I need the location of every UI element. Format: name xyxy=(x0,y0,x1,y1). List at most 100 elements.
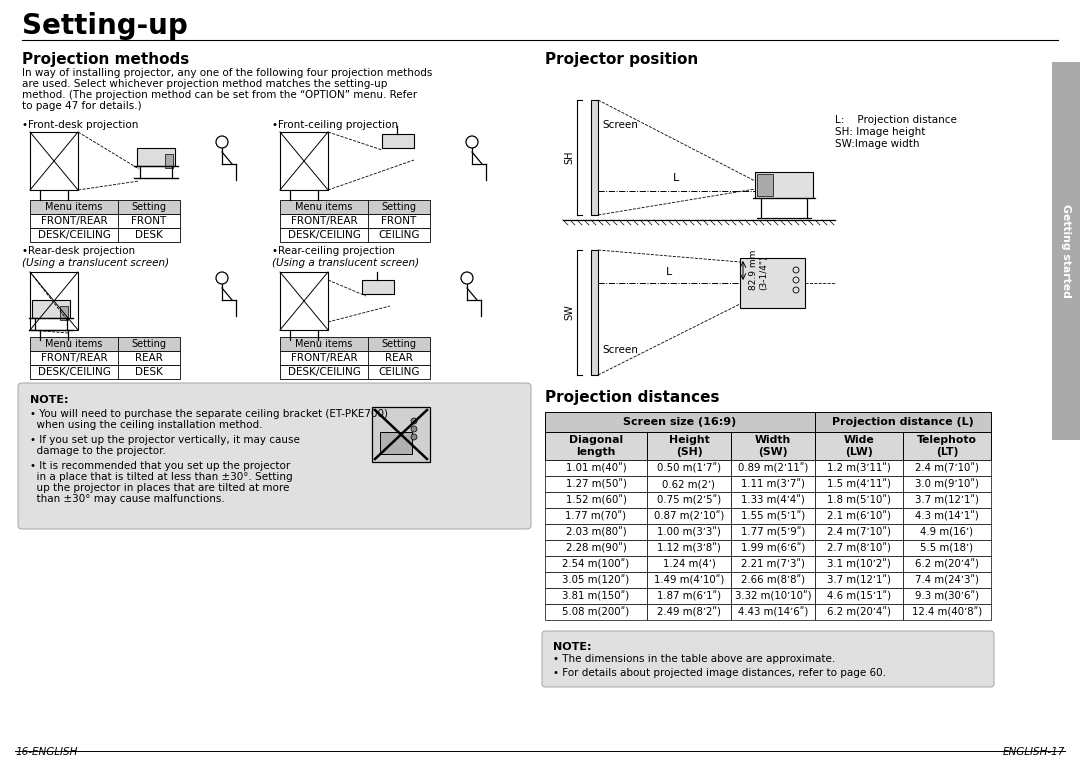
Bar xyxy=(647,588,731,604)
Bar xyxy=(280,351,430,365)
Bar xyxy=(647,540,731,556)
Bar xyxy=(545,460,647,476)
Text: 2.7 m(8ʼ10ʺ): 2.7 m(8ʼ10ʺ) xyxy=(827,543,891,553)
Bar xyxy=(280,228,430,242)
Text: DESK/CEILING: DESK/CEILING xyxy=(38,230,110,240)
Bar xyxy=(731,604,815,620)
Text: Menu items: Menu items xyxy=(295,202,353,212)
Bar xyxy=(903,556,991,572)
Text: 2.4 m(7ʼ10ʺ): 2.4 m(7ʼ10ʺ) xyxy=(827,527,891,537)
Text: Setting-up: Setting-up xyxy=(22,12,188,40)
Text: NOTE:: NOTE: xyxy=(30,395,68,405)
Bar xyxy=(30,272,78,330)
Bar xyxy=(815,460,903,476)
Text: FRONT/REAR: FRONT/REAR xyxy=(41,353,107,363)
Bar xyxy=(32,300,70,318)
Text: 3.7 m(12ʼ1ʺ): 3.7 m(12ʼ1ʺ) xyxy=(915,495,978,505)
Text: Projection distance (L): Projection distance (L) xyxy=(832,417,974,427)
Text: 2.4 m(7ʼ10ʺ): 2.4 m(7ʼ10ʺ) xyxy=(915,463,978,474)
Bar xyxy=(280,132,328,190)
Bar xyxy=(815,556,903,572)
Text: L:    Projection distance: L: Projection distance xyxy=(835,115,957,125)
Text: 4.9 m(16ʼ): 4.9 m(16ʼ) xyxy=(920,527,973,537)
Bar xyxy=(740,258,805,308)
Text: (Using a translucent screen): (Using a translucent screen) xyxy=(272,258,419,268)
Text: DESK: DESK xyxy=(135,367,163,377)
Bar xyxy=(815,588,903,604)
Text: Setting: Setting xyxy=(132,202,166,212)
Text: Setting: Setting xyxy=(132,339,166,349)
Bar xyxy=(591,250,598,375)
Bar xyxy=(1052,62,1080,440)
Text: In way of installing projector, any one of the following four projection methods: In way of installing projector, any one … xyxy=(22,68,432,78)
Bar xyxy=(372,407,430,462)
Text: FRONT: FRONT xyxy=(381,216,417,226)
Bar xyxy=(903,524,991,540)
Text: Projection methods: Projection methods xyxy=(22,52,189,67)
Bar xyxy=(903,432,991,460)
Text: 1.8 m(5ʼ10ʺ): 1.8 m(5ʼ10ʺ) xyxy=(827,495,891,505)
Circle shape xyxy=(411,418,417,424)
Text: CEILING: CEILING xyxy=(378,367,420,377)
Text: 9.3 m(30ʼ6ʺ): 9.3 m(30ʼ6ʺ) xyxy=(915,591,980,601)
Bar xyxy=(280,214,430,228)
Bar xyxy=(815,604,903,620)
Text: FRONT/REAR: FRONT/REAR xyxy=(41,216,107,226)
Text: • If you set up the projector vertically, it may cause: • If you set up the projector vertically… xyxy=(30,435,300,445)
Text: 1.12 m(3ʼ8ʺ): 1.12 m(3ʼ8ʺ) xyxy=(657,543,721,553)
Text: L: L xyxy=(666,267,672,277)
Text: 0.62 m(2ʼ): 0.62 m(2ʼ) xyxy=(662,479,715,489)
Text: 1.5 m(4ʼ11ʺ): 1.5 m(4ʼ11ʺ) xyxy=(827,479,891,489)
Text: •Front-desk projection: •Front-desk projection xyxy=(22,120,138,130)
Bar xyxy=(545,492,647,508)
Text: 2.1 m(6ʼ10ʺ): 2.1 m(6ʼ10ʺ) xyxy=(827,511,891,521)
Text: 4.43 m(14ʼ6ʺ): 4.43 m(14ʼ6ʺ) xyxy=(738,607,808,617)
Bar xyxy=(731,572,815,588)
Text: 1.24 m(4ʼ): 1.24 m(4ʼ) xyxy=(662,559,715,569)
Bar xyxy=(60,306,68,320)
Bar xyxy=(280,365,430,379)
Bar xyxy=(545,412,815,432)
Text: up the projector in places that are tilted at more: up the projector in places that are tilt… xyxy=(30,483,289,493)
Bar xyxy=(815,540,903,556)
Bar xyxy=(731,432,815,460)
Text: 0.50 m(1ʼ7ʺ): 0.50 m(1ʼ7ʺ) xyxy=(657,463,721,474)
Bar xyxy=(545,556,647,572)
Text: 3.05 m(120ʺ): 3.05 m(120ʺ) xyxy=(563,575,630,585)
Bar xyxy=(903,572,991,588)
Circle shape xyxy=(411,426,417,432)
Text: 0.89 m(2ʼ11ʺ): 0.89 m(2ʼ11ʺ) xyxy=(738,463,808,474)
Text: 3.7 m(12ʼ1ʺ): 3.7 m(12ʼ1ʺ) xyxy=(827,575,891,585)
Bar xyxy=(647,524,731,540)
Bar xyxy=(591,100,598,215)
Text: to page 47 for details.): to page 47 for details.) xyxy=(22,101,141,111)
Text: 0.75 m(2ʼ5ʺ): 0.75 m(2ʼ5ʺ) xyxy=(657,495,721,505)
Text: 1.49 m(4ʼ10ʺ): 1.49 m(4ʼ10ʺ) xyxy=(653,575,725,585)
Bar xyxy=(545,604,647,620)
Bar xyxy=(815,572,903,588)
Text: FRONT/REAR: FRONT/REAR xyxy=(291,216,357,226)
Text: when using the ceiling installation method.: when using the ceiling installation meth… xyxy=(30,420,262,430)
Text: 4.3 m(14ʼ1ʺ): 4.3 m(14ʼ1ʺ) xyxy=(915,511,978,521)
Text: Projection distances: Projection distances xyxy=(545,390,719,405)
Text: 1.52 m(60ʺ): 1.52 m(60ʺ) xyxy=(566,495,626,505)
Bar xyxy=(903,460,991,476)
Bar xyxy=(280,337,430,351)
Text: 5.08 m(200ʺ): 5.08 m(200ʺ) xyxy=(563,607,630,617)
Text: (Using a translucent screen): (Using a translucent screen) xyxy=(22,258,170,268)
Text: ENGLISH-17: ENGLISH-17 xyxy=(1002,747,1065,757)
Text: Wide
(LW): Wide (LW) xyxy=(843,435,875,457)
Bar xyxy=(731,476,815,492)
Text: 1.11 m(3ʼ7ʺ): 1.11 m(3ʼ7ʺ) xyxy=(741,479,805,489)
Text: SW: SW xyxy=(564,304,573,320)
Text: 2.03 m(80ʺ): 2.03 m(80ʺ) xyxy=(566,527,626,537)
Text: CEILING: CEILING xyxy=(378,230,420,240)
Bar xyxy=(731,540,815,556)
Text: 2.28 m(90ʺ): 2.28 m(90ʺ) xyxy=(566,543,626,553)
Text: damage to the projector.: damage to the projector. xyxy=(30,446,166,456)
Bar xyxy=(815,432,903,460)
Text: 1.27 m(50ʺ): 1.27 m(50ʺ) xyxy=(566,479,626,489)
FancyBboxPatch shape xyxy=(18,383,531,529)
Text: Menu items: Menu items xyxy=(45,202,103,212)
Text: 1.01 m(40ʺ): 1.01 m(40ʺ) xyxy=(566,463,626,474)
